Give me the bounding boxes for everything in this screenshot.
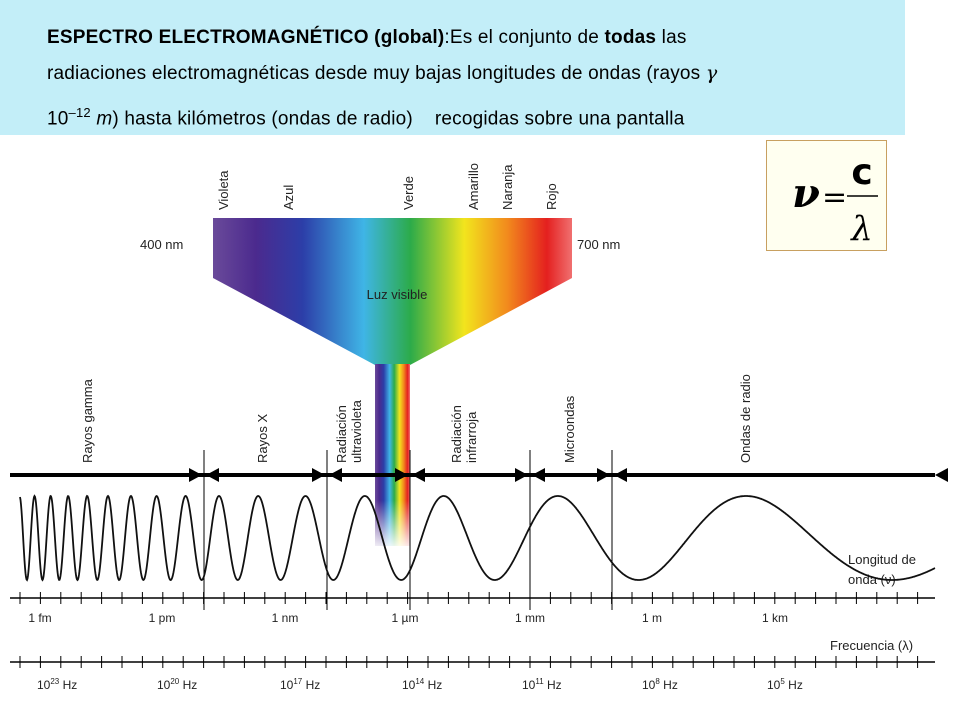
region-label: Rayos X: [255, 414, 270, 463]
frequency-tick-label: 1020 Hz: [157, 677, 197, 692]
axis-label: onda (ν): [848, 572, 896, 587]
wavelength-tick-label: 1 pm: [149, 611, 176, 625]
wavelength-tick-label: 1 µm: [392, 611, 419, 625]
base: 10: [37, 678, 51, 692]
region-label: Ondas de radio: [738, 374, 753, 463]
range-label: 700 nm: [577, 237, 620, 252]
header-line: ESPECTRO ELECTROMAGNÉTICO (global):Es el…: [47, 27, 687, 49]
axis-label: Longitud de: [848, 552, 916, 567]
text: :Es el conjunto de: [444, 27, 605, 48]
base: 10: [402, 678, 416, 692]
unit: Hz: [660, 678, 678, 692]
frequency-tick-label: 105 Hz: [767, 677, 803, 692]
arrowhead: [412, 468, 425, 482]
base: 10: [642, 678, 656, 692]
formula: c: [851, 152, 872, 193]
arrowhead: [206, 468, 219, 482]
unit: Hz: [785, 678, 803, 692]
arrowhead: [597, 468, 610, 482]
wavelength-tick-label: 1 km: [762, 611, 788, 625]
axis-label: Frecuencia (λ): [830, 638, 913, 653]
color-label: Verde: [401, 176, 416, 210]
exp: 14: [415, 677, 424, 686]
text: –12: [68, 105, 91, 120]
text: radiaciones electromagnéticas desde muy …: [47, 63, 706, 84]
formula: λ: [849, 209, 873, 249]
arrowhead: [395, 468, 408, 482]
arrowhead: [329, 468, 342, 482]
color-label: Rojo: [544, 183, 559, 210]
exp: 17: [293, 677, 302, 686]
region-label: Radiación: [449, 405, 464, 463]
wavelength-tick-label: 1 mm: [515, 611, 545, 625]
color-label: Amarillo: [466, 163, 481, 210]
unit: Hz: [59, 678, 77, 692]
region-label: infrarroja: [464, 411, 479, 463]
arrowhead: [935, 468, 948, 482]
visible-spectrum: [213, 218, 572, 365]
frequency-tick-label: 1011 Hz: [522, 677, 562, 692]
title: ESPECTRO ELECTROMAGNÉTICO (global): [47, 27, 445, 48]
color-label: Azul: [281, 185, 296, 210]
color-label: Naranja: [500, 164, 515, 210]
header: ESPECTRO ELECTROMAGNÉTICO (global):Es el…: [0, 0, 905, 135]
frequency-tick-label: 1014 Hz: [402, 677, 442, 692]
base: 10: [157, 678, 171, 692]
unit: Hz: [302, 678, 320, 692]
text: γ: [705, 62, 718, 84]
base: 10: [767, 678, 781, 692]
text: 10: [47, 108, 69, 130]
exp: 20: [170, 677, 179, 686]
frequency-tick-label: 108 Hz: [642, 677, 678, 692]
region-label: Microondas: [562, 395, 577, 463]
header-line: 10–12 m) hasta kilómetros (ondas de radi…: [47, 105, 684, 130]
unit: Hz: [544, 678, 562, 692]
region-label: Radiación: [334, 405, 349, 463]
exp: 8: [655, 677, 660, 686]
base: 10: [522, 678, 536, 692]
header-line: radiaciones electromagnéticas desde muy …: [47, 62, 717, 85]
formula: ν: [792, 170, 820, 217]
region-label: ultravioleta: [349, 399, 364, 463]
wave: [19, 494, 936, 582]
region-label: Rayos gamma: [80, 378, 95, 463]
arrowhead: [532, 468, 545, 482]
formula: =: [822, 180, 847, 215]
exp: 23: [50, 677, 59, 686]
text: todas: [604, 27, 657, 48]
wavelength-tick-label: 1 m: [642, 611, 662, 625]
arrowhead: [515, 468, 528, 482]
text: ) hasta kilómetros (ondas de radio) reco…: [112, 108, 685, 130]
wavelength-tick-label: 1 nm: [272, 611, 299, 625]
exp: 5: [780, 677, 785, 686]
exp: 11: [535, 677, 544, 686]
arrowhead: [614, 468, 627, 482]
text: las: [656, 27, 687, 48]
wavelength-tick-label: 1 fm: [28, 611, 51, 625]
range-label: 400 nm: [140, 237, 183, 252]
text: m: [90, 108, 113, 130]
unit: Hz: [424, 678, 442, 692]
arrowhead: [189, 468, 202, 482]
visible-label: Luz visible: [367, 287, 428, 302]
unit: Hz: [179, 678, 197, 692]
frequency-tick-label: 1023 Hz: [37, 677, 77, 692]
beam-fade: [375, 364, 410, 546]
color-label: Violeta: [216, 170, 231, 210]
arrowhead: [312, 468, 325, 482]
base: 10: [280, 678, 294, 692]
frequency-tick-label: 1017 Hz: [280, 677, 320, 692]
